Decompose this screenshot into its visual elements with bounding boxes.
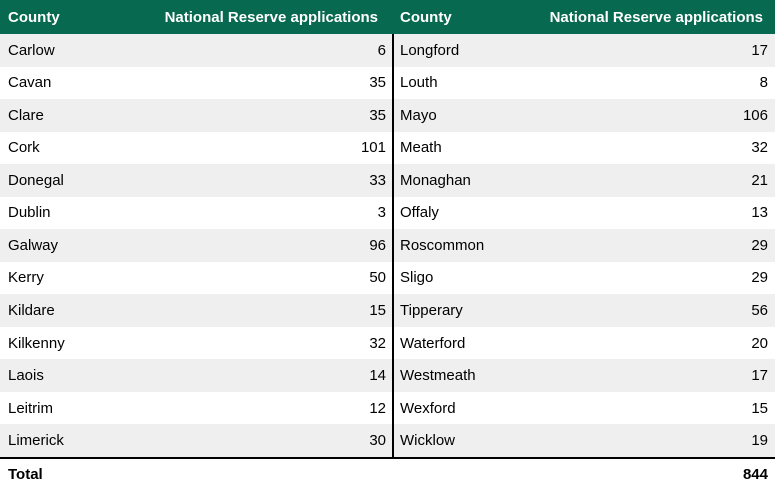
value-cell: 13 <box>751 204 768 222</box>
table-row: Leitrim 12 <box>0 391 394 425</box>
value-cell: 29 <box>751 236 768 254</box>
value-cell: 56 <box>751 302 768 320</box>
value-cell: 50 <box>369 269 386 287</box>
county-cell: Westmeath <box>400 367 476 385</box>
table-row: Galway 96 <box>0 229 394 262</box>
header-left-half: County National Reserve applications <box>0 0 394 34</box>
value-cell: 17 <box>751 41 768 59</box>
table-row: Carlow 6 <box>0 34 394 67</box>
county-cell: Donegal <box>8 171 64 189</box>
value-cell: 15 <box>751 399 768 417</box>
county-cell: Laois <box>8 367 44 385</box>
table-row: Limerick 30 <box>0 424 394 457</box>
county-cell: Meath <box>400 139 442 157</box>
county-cell: Kerry <box>8 269 44 287</box>
value-cell: 15 <box>369 302 386 320</box>
county-cell: Mayo <box>400 106 437 124</box>
county-cell: Longford <box>400 41 460 59</box>
value-cell: 12 <box>369 399 386 417</box>
total-row: Total 844 <box>0 457 775 490</box>
applications-header-right: National Reserve applications <box>549 8 763 26</box>
table-body: Carlow 6 Cavan 35 Clare 35 Cork 101 Done… <box>0 34 775 457</box>
county-cell: Carlow <box>8 41 55 59</box>
table-row: Kerry 50 <box>0 261 394 295</box>
table-row: Dublin 3 <box>0 196 394 230</box>
value-cell: 30 <box>369 432 386 450</box>
county-cell: Wicklow <box>400 432 455 450</box>
table-row: Monaghan 21 <box>394 164 775 197</box>
value-cell: 6 <box>377 41 386 59</box>
county-cell: Clare <box>8 106 44 124</box>
table-row: Roscommon 29 <box>394 229 775 262</box>
county-cell: Tipperary <box>400 302 463 320</box>
county-cell: Kilkenny <box>8 334 65 352</box>
county-cell: Offaly <box>400 204 439 222</box>
value-cell: 14 <box>369 367 386 385</box>
value-cell: 106 <box>742 106 768 124</box>
right-column: Longford 17 Louth 8 Mayo 106 Meath 32 Mo… <box>394 34 775 457</box>
value-cell: 101 <box>360 139 386 157</box>
value-cell: 8 <box>759 74 768 92</box>
table-row: Kildare 15 <box>0 294 394 327</box>
header-right-half: County National Reserve applications <box>394 0 775 34</box>
table-row: Cork 101 <box>0 131 394 165</box>
county-cell: Louth <box>400 74 438 92</box>
table-row: Louth 8 <box>394 66 775 100</box>
table-row: Cavan 35 <box>0 66 394 100</box>
table-row: Waterford 20 <box>394 326 775 360</box>
applications-header-left: National Reserve applications <box>164 8 378 26</box>
county-cell: Monaghan <box>400 171 471 189</box>
table-row: Kilkenny 32 <box>0 326 394 360</box>
county-cell: Cork <box>8 139 40 157</box>
table-row: Wicklow 19 <box>394 424 775 457</box>
value-cell: 19 <box>751 432 768 450</box>
value-cell: 32 <box>369 334 386 352</box>
value-cell: 20 <box>751 334 768 352</box>
county-cell: Roscommon <box>400 236 485 254</box>
value-cell: 32 <box>751 139 768 157</box>
value-cell: 29 <box>751 269 768 287</box>
county-cell: Kildare <box>8 302 55 320</box>
value-cell: 35 <box>369 106 386 124</box>
county-cell: Wexford <box>400 399 456 417</box>
table-row: Longford 17 <box>394 34 775 67</box>
total-label: Total <box>8 466 43 483</box>
left-column: Carlow 6 Cavan 35 Clare 35 Cork 101 Done… <box>0 34 394 457</box>
table-row: Sligo 29 <box>394 261 775 295</box>
column-divider <box>392 34 394 457</box>
table-row: Offaly 13 <box>394 196 775 230</box>
county-cell: Galway <box>8 236 59 254</box>
county-header-right: County <box>400 8 452 26</box>
county-cell: Leitrim <box>8 399 54 417</box>
table-row: Meath 32 <box>394 131 775 165</box>
table-row: Westmeath 17 <box>394 359 775 392</box>
value-cell: 21 <box>751 171 768 189</box>
county-cell: Waterford <box>400 334 466 352</box>
value-cell: 3 <box>377 204 386 222</box>
table-row: Tipperary 56 <box>394 294 775 327</box>
county-cell: Cavan <box>8 74 52 92</box>
table-row: Donegal 33 <box>0 164 394 197</box>
county-cell: Dublin <box>8 204 51 222</box>
table-row: Mayo 106 <box>394 99 775 132</box>
county-cell: Limerick <box>8 432 64 450</box>
table-row: Wexford 15 <box>394 391 775 425</box>
table-header-row: County National Reserve applications Cou… <box>0 0 775 34</box>
table-row: Laois 14 <box>0 359 394 392</box>
value-cell: 33 <box>369 171 386 189</box>
table-row: Clare 35 <box>0 99 394 132</box>
value-cell: 17 <box>751 367 768 385</box>
county-header-left: County <box>8 8 60 26</box>
total-value: 844 <box>742 466 768 483</box>
value-cell: 96 <box>369 236 386 254</box>
county-cell: Sligo <box>400 269 434 287</box>
value-cell: 35 <box>369 74 386 92</box>
